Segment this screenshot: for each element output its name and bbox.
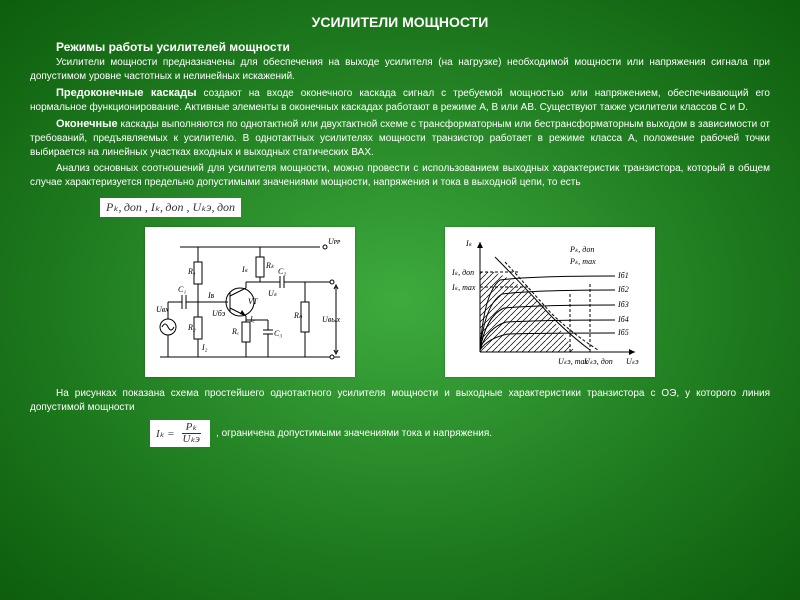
- figure-caption: На рисунках показана схема простейшего о…: [30, 387, 770, 414]
- figure-circuit: Uᴘᴘ Uвх C₁ R₁: [145, 227, 355, 377]
- tail-text: , ограничена допустимыми значениями тока…: [216, 428, 492, 439]
- paragraph-1: Усилители мощности предназначены для обе…: [30, 56, 770, 83]
- section-subtitle: Режимы работы усилителей мощности: [56, 40, 770, 54]
- lbl-re: Rₑ: [231, 327, 239, 336]
- lbl-upp: Uᴘᴘ: [328, 237, 341, 246]
- lbl-uk: Uₖ: [268, 289, 278, 298]
- lbl-uvix: Uвых: [322, 315, 341, 324]
- lbl-ib1: Iб1: [617, 271, 629, 280]
- lbl-vt: VT: [248, 297, 258, 306]
- formula-ik-limit: Iₖ = Pₖ Uₖэ: [150, 420, 210, 447]
- frac-stack: Pₖ Uₖэ: [179, 422, 204, 445]
- lbl-c3: C₃: [274, 329, 282, 338]
- lbl-c1: C₁: [178, 285, 186, 294]
- paragraph-2: Предоконечные каскады создают на входе о…: [30, 86, 770, 114]
- lbl-ib4: Iб4: [617, 315, 629, 324]
- formula-row: Iₖ = Pₖ Uₖэ , ограничена допустимыми зна…: [150, 420, 770, 447]
- figures-row: Uᴘᴘ Uвх C₁ R₁: [30, 227, 770, 377]
- lbl-ib3: Iб3: [617, 300, 629, 309]
- lbl-ukedop: Uₖэ, доп: [584, 357, 613, 366]
- para3-lead: Оконечные: [56, 118, 118, 130]
- lbl-ib2: Iб2: [617, 285, 629, 294]
- page-title: УСИЛИТЕЛИ МОЩНОСТИ: [30, 14, 770, 30]
- figure-characteristics: Iₖ Uₖэ Pₖ, доп Pₖ, max Iₖ, доп Iₖ, max U…: [445, 227, 655, 377]
- formula-max-params: Pₖ, доп , Iₖ, доп , Uₖэ, доп: [100, 198, 241, 217]
- frac-left: Iₖ =: [156, 427, 175, 440]
- lbl-uke-axis: Uₖэ: [626, 357, 639, 366]
- lbl-ik-axis: Iₖ: [465, 239, 473, 248]
- lbl-r1: R₁: [187, 267, 196, 276]
- lbl-ube: Uбэ: [212, 309, 226, 318]
- lbl-pkmax: Pₖ, max: [569, 257, 596, 266]
- paragraph-3: Оконечные каскады выполняются по однотак…: [30, 117, 770, 159]
- lbl-ik: Iₖ: [241, 265, 249, 274]
- lbl-ikmax: Iₖ, max: [451, 283, 476, 292]
- lbl-ib5: Iб5: [617, 328, 629, 337]
- para2-lead: Предоконечные каскады: [56, 87, 197, 99]
- lbl-rk: Rₖ: [265, 261, 275, 270]
- lbl-ib: Iʙ: [207, 291, 215, 300]
- lbl-rn: Rₙ: [293, 311, 303, 320]
- lbl-uvx: Uвх: [156, 305, 169, 314]
- lbl-i2: I₂: [201, 343, 208, 352]
- paragraph-4: Анализ основных соотношений для усилител…: [30, 162, 770, 189]
- frac-bot: Uₖэ: [179, 434, 204, 445]
- lbl-pkdop: Pₖ, доп: [569, 245, 594, 254]
- lbl-c2: C₂: [278, 267, 286, 276]
- lbl-r2: R₂: [187, 323, 196, 332]
- para3-rest: каскады выполняются по однотактной или д…: [30, 119, 770, 157]
- lbl-ikdop: Iₖ, доп: [451, 268, 474, 277]
